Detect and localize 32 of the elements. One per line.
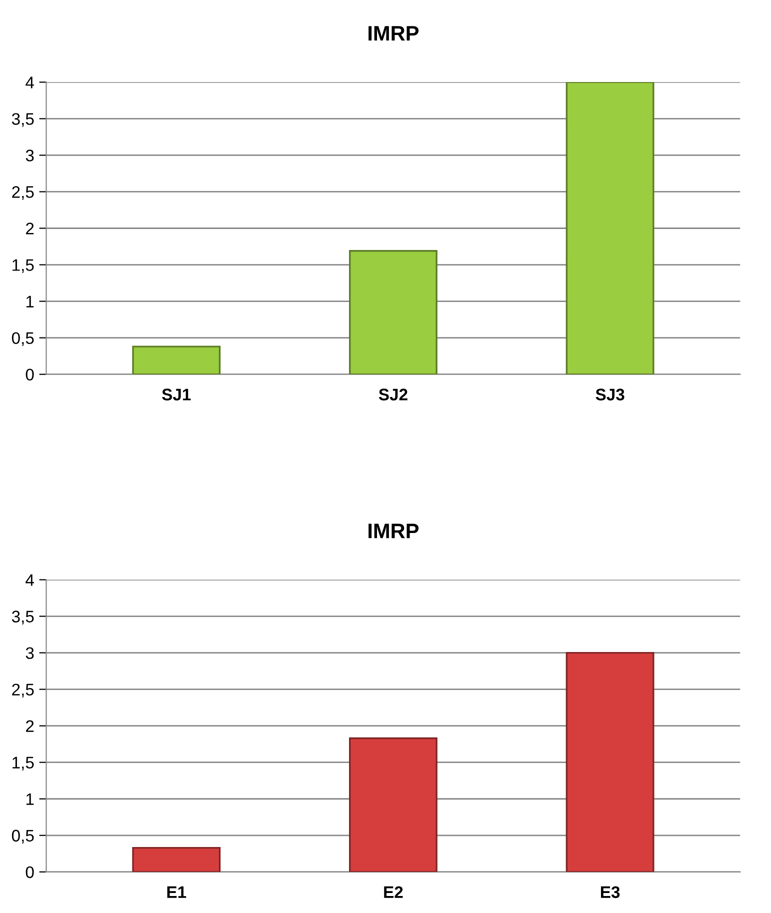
x-tick-label: SJ2 (378, 388, 408, 400)
chart-title: IMRP (368, 524, 419, 538)
y-tick-label: 0,5 (12, 830, 34, 844)
y-tick-label: 1,5 (12, 259, 34, 273)
y-tick-label: 1 (26, 793, 34, 805)
y-tick-label: 0,5 (12, 332, 34, 346)
bar (349, 250, 438, 374)
y-tick-label: 3,5 (12, 113, 34, 127)
bar (132, 846, 221, 872)
y-tick-label: 1,5 (12, 756, 34, 771)
x-tick-label: E3 (600, 886, 620, 898)
chart-title: IMRP (368, 26, 419, 41)
x-tick-label: E1 (167, 886, 186, 898)
bar (349, 737, 438, 872)
y-tick-label: 3 (26, 647, 34, 659)
x-tick-label: E2 (384, 886, 403, 898)
bar (566, 82, 654, 374)
y-tick-label: 2,5 (12, 684, 34, 698)
y-tick-label: 2 (26, 222, 34, 234)
y-tick-label: 4 (26, 76, 34, 88)
y-tick-label: 2,5 (12, 186, 34, 200)
x-tick-label: SJ3 (596, 388, 624, 400)
x-tick-label: SJ1 (162, 388, 191, 400)
y-tick-label: 0 (26, 368, 34, 381)
bar (566, 652, 654, 872)
y-tick-label: 2 (26, 720, 34, 732)
y-tick-label: 0 (26, 866, 34, 878)
y-tick-label: 3 (26, 150, 34, 162)
y-tick-label: 1 (26, 296, 34, 308)
bar (132, 346, 221, 374)
y-tick-label: 3,5 (12, 610, 34, 624)
y-tick-label: 4 (26, 574, 34, 586)
